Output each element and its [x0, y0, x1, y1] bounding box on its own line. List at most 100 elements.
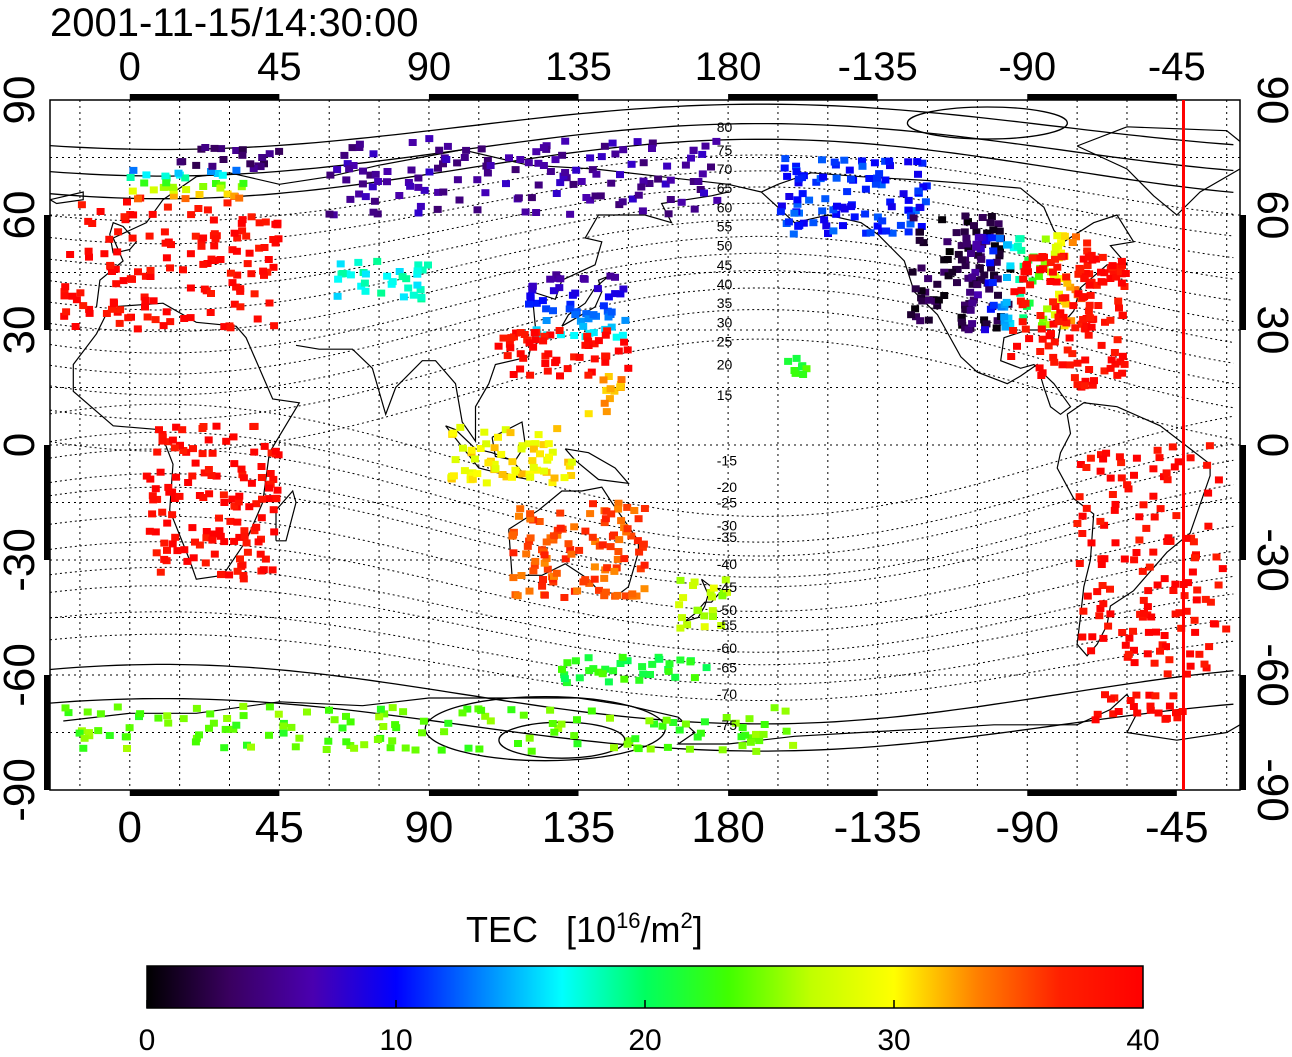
tec-data-point: [338, 724, 347, 732]
tec-data-point: [236, 287, 245, 295]
coastline: [1076, 126, 1240, 216]
tec-data-point: [1202, 664, 1211, 672]
tec-data-point: [1055, 290, 1063, 298]
tec-data-points: [60, 135, 1231, 755]
tec-data-point: [549, 287, 558, 295]
tec-data-point: [160, 539, 169, 547]
tec-data-point: [1083, 239, 1092, 247]
tec-data-point: [239, 702, 248, 710]
tec-data-point: [236, 303, 245, 311]
axis-bars: [44, 94, 1246, 796]
tec-data-point: [540, 551, 549, 559]
tec-data-point: [866, 229, 875, 237]
tec-data-point: [1056, 309, 1065, 317]
tec-data-point: [570, 523, 579, 531]
tec-data-point: [1065, 361, 1074, 369]
tec-data-point: [540, 591, 549, 599]
tec-data-point: [594, 668, 603, 676]
tec-data-point: [1160, 632, 1169, 639]
tec-data-point: [972, 228, 981, 236]
tec-data-point: [1084, 331, 1093, 339]
tec-data-point: [675, 726, 684, 734]
tec-data-point: [243, 548, 252, 556]
tec-data-point: [1150, 513, 1159, 521]
tec-data-point: [520, 331, 529, 338]
tec-data-point: [707, 163, 715, 171]
tec-data-point: [571, 311, 580, 319]
tec-data-point: [219, 156, 228, 163]
tec-data-point: [1205, 643, 1214, 651]
tec-data-point: [210, 550, 219, 558]
tec-data-point: [534, 181, 543, 189]
tec-data-point: [435, 146, 444, 154]
tec-data-point: [594, 337, 603, 345]
tec-data-point: [620, 555, 629, 563]
tec-data-point: [1115, 453, 1124, 461]
tec-data-point: [168, 540, 177, 548]
y-tick-label-left: 90: [0, 76, 44, 125]
tec-data-point: [258, 154, 267, 161]
tec-data-point: [784, 218, 793, 226]
tec-data-point: [1100, 555, 1109, 563]
tec-data-point: [236, 555, 244, 563]
tec-data-point: [1193, 586, 1202, 594]
tec-data-point: [678, 614, 686, 622]
tec-data-point: [208, 536, 217, 544]
tec-data-point: [602, 408, 611, 416]
tec-data-point: [1091, 716, 1100, 724]
tec-data-point: [122, 733, 131, 741]
tec-data-point: [254, 538, 263, 546]
tec-data-point: [638, 663, 647, 671]
tec-data-point: [274, 710, 283, 718]
colorbar-tick-label: 20: [628, 1024, 661, 1057]
tec-data-point: [250, 290, 259, 298]
tec-data-point: [1072, 233, 1080, 241]
tec-data-point: [156, 568, 165, 576]
tec-data-point: [395, 192, 404, 199]
tec-data-point: [1038, 369, 1047, 377]
tec-data-point: [1036, 312, 1045, 319]
tec-data-point: [617, 517, 626, 525]
tec-data-point: [581, 527, 590, 535]
tec-data-point: [203, 206, 212, 214]
tec-data-point: [654, 175, 663, 183]
tec-data-point: [149, 186, 158, 194]
tec-data-point: [270, 528, 279, 536]
tec-data-point: [1079, 316, 1088, 323]
tec-data-point: [1111, 539, 1120, 547]
tec-data-point: [490, 444, 499, 452]
tec-data-point: [1162, 469, 1171, 477]
tec-data-point: [516, 365, 525, 373]
tec-data-point: [592, 170, 601, 178]
tec-data-point: [1168, 443, 1177, 451]
tec-data-point: [60, 312, 69, 320]
tec-data-point: [334, 275, 343, 283]
tec-data-point: [607, 323, 616, 331]
coastline: [491, 421, 526, 461]
tec-data-point: [655, 655, 664, 663]
contour-label: 65: [717, 180, 733, 196]
tec-data-point: [785, 193, 794, 200]
tec-data-point: [162, 179, 171, 187]
tec-data-point: [477, 706, 486, 714]
tec-data-point: [1096, 467, 1105, 475]
tec-data-point: [223, 715, 232, 722]
tec-data-point: [163, 519, 172, 527]
timestamp-title: 2001-11-15/14:30:00: [50, 1, 418, 45]
tec-data-point: [819, 173, 828, 181]
tec-data-point: [503, 352, 512, 360]
tec-data-point: [820, 216, 829, 224]
tec-data-point: [1150, 659, 1159, 667]
contour-label: 25: [717, 334, 733, 350]
tec-data-point: [1171, 610, 1180, 618]
tec-data-point: [623, 657, 632, 665]
tec-data-point: [254, 162, 263, 170]
tec-data-point: [482, 479, 491, 487]
tec-data-point: [123, 198, 131, 206]
tec-data-point: [645, 717, 654, 725]
colorbar-unit-exp1: 16: [616, 908, 640, 933]
tec-data-point: [1073, 520, 1082, 527]
tec-data-point: [584, 371, 593, 379]
tec-data-point: [690, 205, 699, 213]
